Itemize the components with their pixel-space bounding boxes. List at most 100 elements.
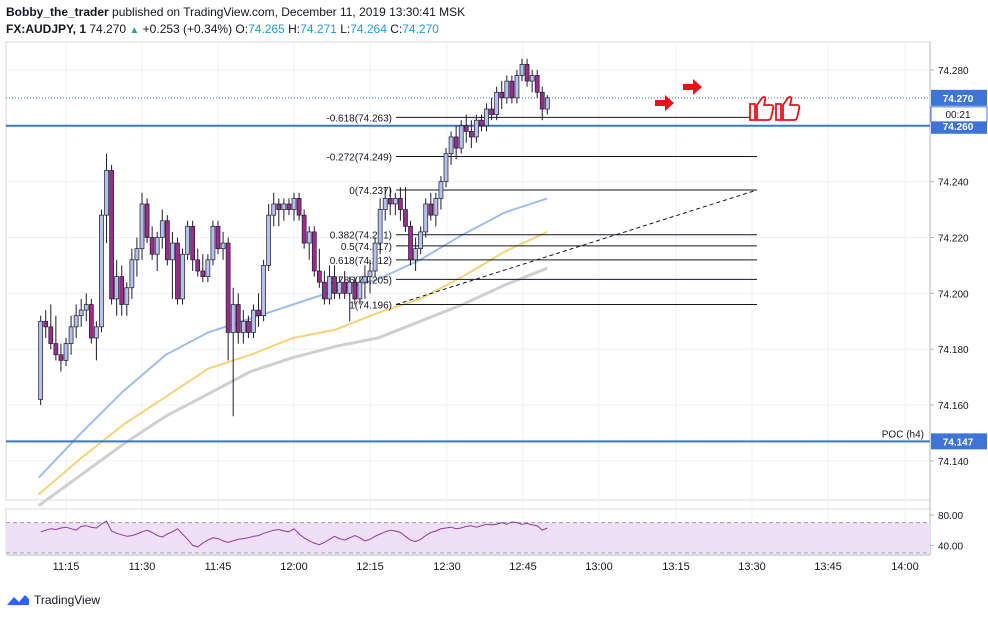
candle-body <box>215 225 221 250</box>
x-tick-label: 12:15 <box>356 561 384 573</box>
candle-body <box>448 136 454 155</box>
candle-body <box>398 198 403 210</box>
candle-body <box>519 63 525 76</box>
candle-body <box>119 276 125 305</box>
candle-body <box>48 326 54 344</box>
candle-body <box>433 198 439 216</box>
x-tick-label: 13:00 <box>585 561 613 573</box>
fib-trend-line <box>395 189 758 305</box>
candle-body <box>474 119 479 138</box>
candle-body <box>428 203 434 216</box>
candle-body <box>463 125 469 132</box>
y-tick-label: 74.160 <box>938 401 969 412</box>
candle-body <box>58 354 64 361</box>
candle-body <box>190 225 196 261</box>
author-name[interactable]: Bobby_the_trader <box>6 5 109 19</box>
rsi-tick-label: 80.00 <box>938 511 963 522</box>
candle-body <box>73 315 79 328</box>
candle-body <box>484 108 489 127</box>
candle-body <box>261 265 266 317</box>
candle-body <box>377 209 383 244</box>
candle-body <box>509 80 515 99</box>
candle-body <box>286 203 292 210</box>
x-tick-label: 11:15 <box>53 561 80 573</box>
fib-level-label: 0.382(74.221) <box>330 231 392 242</box>
x-tick-label: 12:00 <box>280 561 308 573</box>
thumbs-up-icon <box>749 96 775 121</box>
candle-body <box>489 108 494 115</box>
rsi-band <box>6 522 930 553</box>
candle-body <box>180 253 185 300</box>
y-tick-label: 74.140 <box>938 457 969 468</box>
candle-body <box>392 198 398 205</box>
candle-body <box>534 75 540 93</box>
candle-body <box>387 198 393 205</box>
publish-line: Bobby_the_trader published on TradingVie… <box>6 4 946 21</box>
candle-body <box>357 281 363 300</box>
fib-level-label: 0.786(74.205) <box>330 275 392 286</box>
candle-body <box>63 343 69 361</box>
candle-body <box>149 237 155 255</box>
candle-body <box>139 203 145 250</box>
tradingview-logo-icon <box>7 595 29 605</box>
candle-body <box>316 270 322 283</box>
up-triangle-icon: ▲ <box>129 25 140 36</box>
tradingview-brand[interactable]: TradingView <box>34 593 101 607</box>
symbol-label[interactable]: FX:AUDJPY, 1 <box>6 22 87 36</box>
x-tick-label: 11:45 <box>205 561 232 573</box>
x-tick-label: 11:30 <box>129 561 156 573</box>
candle-body <box>205 259 211 277</box>
candle-body <box>109 170 114 300</box>
candle-body <box>296 198 302 216</box>
y-tick-label: 74.240 <box>938 178 969 189</box>
fib-level-label: -0.618(74.263) <box>326 113 392 124</box>
level-price-tag <box>931 433 987 450</box>
candle-body <box>83 304 89 311</box>
fib-level-label: -0.272(74.249) <box>326 153 392 164</box>
countdown-tag <box>930 106 988 123</box>
thumbs-up-icon <box>775 96 801 121</box>
candle-body <box>311 231 317 272</box>
candle-body <box>240 320 246 333</box>
candle-body <box>499 91 505 99</box>
candle-body <box>210 225 216 261</box>
candle-body <box>164 220 170 261</box>
last-price-tag <box>931 89 987 106</box>
candle-body <box>418 231 424 250</box>
x-tick-label: 12:45 <box>509 561 537 573</box>
candle-body <box>382 198 388 210</box>
candle-body <box>175 242 180 300</box>
red-arrow-icon <box>683 79 702 95</box>
candle-body <box>53 343 59 356</box>
candle-body <box>458 125 464 149</box>
candle-body <box>129 259 135 289</box>
candle-body <box>408 225 413 261</box>
candle-body <box>144 203 150 238</box>
candle-body <box>276 203 282 210</box>
candle-body <box>453 136 459 149</box>
candle-body <box>159 220 165 238</box>
candle-body <box>468 131 474 138</box>
candle-body <box>38 320 44 400</box>
candle-body <box>367 270 373 277</box>
close-label: C: <box>390 22 403 36</box>
candle-body <box>134 248 140 261</box>
candle-body <box>544 97 550 110</box>
y-tick-label: 74.180 <box>938 345 969 356</box>
y-tick-label: 74.220 <box>938 233 969 244</box>
published-text: published on TradingView.com, December 1… <box>108 5 466 19</box>
candle-body <box>195 259 201 272</box>
candle-body <box>524 63 530 82</box>
low-value: 74.264 <box>350 22 387 36</box>
close-value: 74.270 <box>402 22 439 36</box>
last-price-tag-text: 74.270 <box>943 94 974 105</box>
candle-body <box>529 75 535 82</box>
fib-level-label: 0.5(74.217) <box>341 242 392 253</box>
candle-body <box>220 242 226 250</box>
candle-body <box>230 304 236 333</box>
candle-body <box>306 231 312 244</box>
candle-body <box>347 281 353 294</box>
candle-body <box>479 119 484 127</box>
candle-body <box>225 242 231 333</box>
